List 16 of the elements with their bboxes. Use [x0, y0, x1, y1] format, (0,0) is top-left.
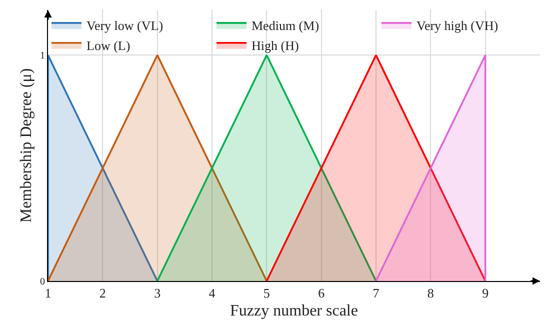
x-tick-label: 9 [482, 286, 489, 301]
legend-label: High (H) [252, 38, 299, 53]
x-tick-label: 4 [208, 286, 216, 301]
x-tick-label: 5 [263, 286, 270, 301]
legend-label: Medium (M) [252, 18, 320, 34]
legend-label: Very low (VL) [86, 18, 164, 34]
x-axis-title: Fuzzy number scale [230, 302, 358, 320]
x-tick-label: 7 [372, 286, 380, 301]
y-tick-label: 0 [40, 276, 45, 288]
legend-label: Very high (VH) [416, 18, 498, 34]
x-tick-label: 2 [99, 286, 106, 301]
x-tick-label: 3 [154, 286, 161, 301]
y-axis-title: Membership Degree (μ) [18, 68, 35, 223]
x-tick-label: 6 [318, 286, 326, 301]
x-tick-label: 8 [427, 286, 434, 301]
legend-label: Low (L) [86, 38, 130, 53]
